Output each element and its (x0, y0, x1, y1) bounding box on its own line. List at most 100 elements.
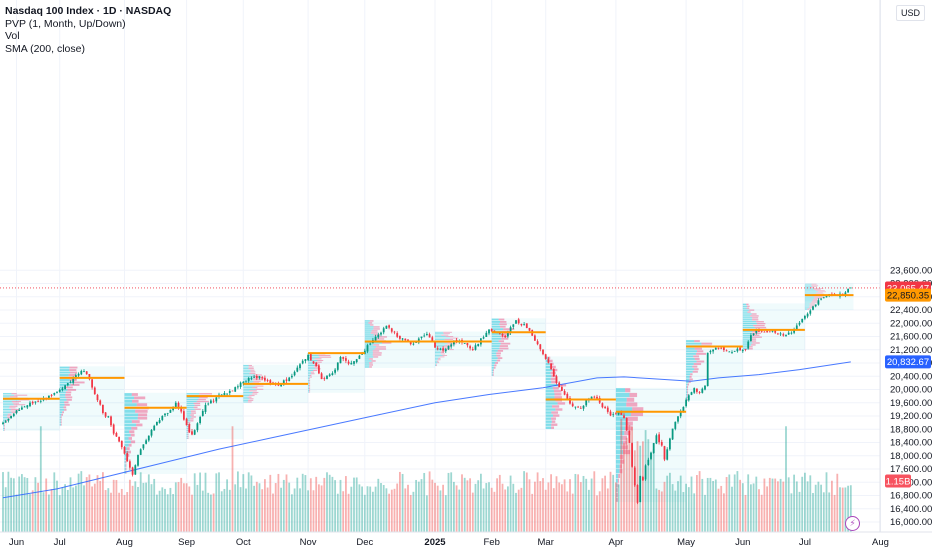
volume-bar (596, 495, 598, 532)
profile-row-down (687, 386, 689, 389)
candle-body (636, 485, 639, 503)
candle-body (795, 325, 798, 330)
profile-row-up (545, 368, 552, 372)
volume-bar (18, 476, 21, 532)
candle-body (768, 331, 771, 333)
profile-row-up (124, 443, 129, 447)
x-tick-label: Feb (484, 537, 500, 548)
candle-body (401, 338, 404, 340)
candle-body (507, 332, 509, 337)
volume-bar (822, 492, 825, 532)
profile-row-up (435, 363, 436, 365)
candle-body (466, 343, 469, 346)
profile-row-down (125, 460, 127, 464)
y-tick-label: 22,000.00 (890, 318, 932, 329)
candle-body (139, 449, 142, 455)
profile-row-down (248, 395, 255, 397)
volume-bar (401, 473, 404, 532)
volume-bar (102, 472, 104, 532)
lightning-icon[interactable]: ⚡ (845, 516, 860, 531)
candle-body (185, 418, 188, 426)
candle-body (177, 402, 180, 408)
volume-bar (245, 488, 247, 532)
profile-row-down (309, 388, 311, 390)
profile-row-up (364, 360, 372, 362)
volume-bar (469, 478, 471, 532)
profile-row-down (693, 355, 700, 358)
symbol-title[interactable]: Nasdaq 100 Index · 1D · NASDAQ (5, 5, 172, 17)
profile-row-down (10, 410, 19, 412)
profile-row-up (435, 334, 442, 336)
volume-bar (785, 426, 787, 532)
profile-row-down (198, 398, 206, 401)
volume-bar (650, 452, 652, 532)
profile-row-down (444, 344, 453, 346)
volume-bar (528, 479, 531, 532)
profile-row-down (497, 357, 503, 360)
profile-row-up (615, 392, 630, 398)
profile-row-down (440, 353, 445, 355)
candle-body (61, 388, 64, 390)
profile-row-down (499, 323, 507, 326)
profile-row-down (11, 412, 17, 414)
vol-indicator-label[interactable]: Vol (5, 30, 20, 42)
profile-row-down (747, 305, 750, 307)
sma-indicator-label[interactable]: SMA (200, close) (5, 42, 85, 55)
profile-row-down (138, 413, 148, 417)
candle-body (485, 332, 488, 337)
volume-bar (237, 471, 239, 532)
profile-row-up (545, 362, 550, 366)
candle-body (334, 369, 336, 373)
pvp-indicator-label[interactable]: PVP (1, Month, Up/Down) (5, 17, 126, 30)
x-tick-label: Dec (356, 537, 373, 548)
profile-row-up (3, 416, 8, 418)
volume-bar (31, 490, 34, 532)
profile-row-up (686, 393, 688, 396)
candle-body (66, 383, 69, 386)
candle-body (150, 429, 153, 436)
candle-body (712, 349, 714, 352)
candle-body (242, 381, 245, 384)
candle-body (134, 465, 137, 475)
volume-bar (760, 494, 763, 532)
volume-bar (574, 473, 577, 532)
profile-row-down (814, 297, 825, 298)
candle-body (258, 376, 261, 378)
profile-box (742, 303, 805, 350)
profile-row-down (557, 402, 566, 405)
volume-bar (15, 494, 18, 532)
volume-bar (625, 437, 628, 532)
candle-body (280, 384, 282, 387)
volume-bar (372, 491, 374, 532)
candle-body (331, 373, 334, 376)
volume-bar (382, 485, 385, 532)
candle-body (342, 357, 345, 359)
profile-row-down (252, 391, 259, 393)
profile-box (686, 339, 743, 402)
candle-body (490, 329, 493, 332)
candle-body (547, 358, 550, 363)
profile-row-down (313, 366, 319, 368)
profile-row-down (622, 445, 628, 450)
candle-body (517, 319, 520, 324)
profile-row-down (811, 302, 819, 304)
candle-body (147, 435, 150, 441)
profile-row-down (4, 429, 5, 431)
volume-bar (620, 418, 623, 532)
profile-row-down (126, 453, 130, 457)
profile-row-up (742, 307, 747, 309)
profile-row-down (309, 378, 311, 380)
profile-row-down (309, 374, 312, 376)
profile-row-up (615, 421, 627, 426)
profile-row-up (364, 332, 371, 334)
currency-button[interactable]: USD (895, 5, 925, 21)
volume-bar (83, 485, 85, 532)
volume-bar (215, 473, 218, 532)
profile-row-up (686, 352, 696, 355)
candle-body (75, 375, 77, 379)
profile-row-down (692, 365, 698, 368)
volume-bar (293, 488, 296, 532)
y-tick-label: 18,400.00 (890, 438, 932, 449)
